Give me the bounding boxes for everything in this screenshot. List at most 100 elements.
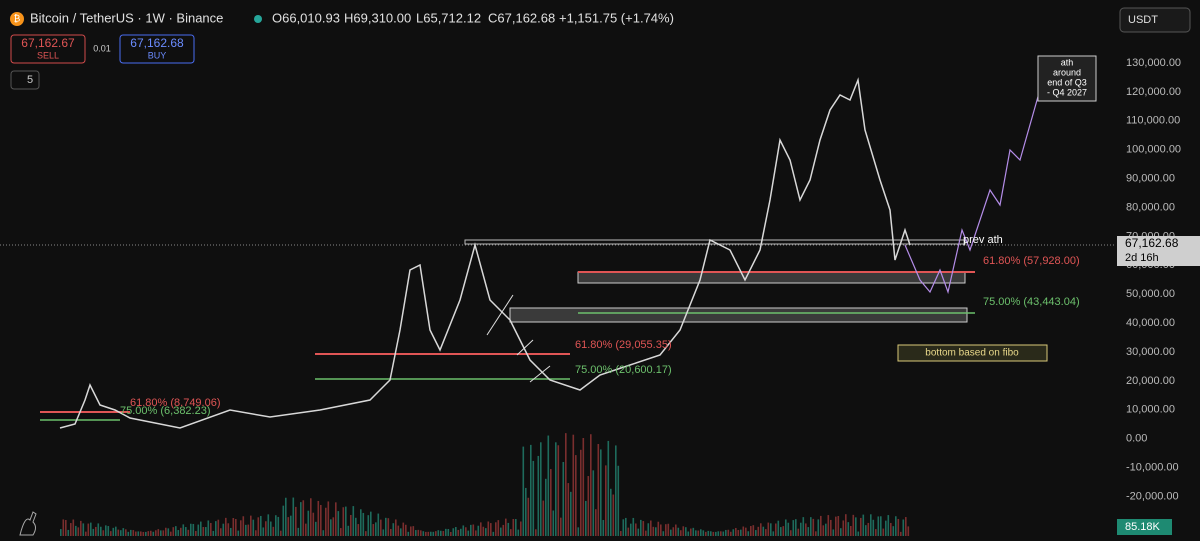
volume-bar <box>585 500 587 536</box>
volume-bar <box>202 526 205 536</box>
volume-bar <box>410 526 412 536</box>
volume-bar <box>895 516 897 536</box>
volume-bar <box>60 529 62 536</box>
volume-bar <box>380 519 382 536</box>
volume-bar <box>762 526 765 536</box>
volume-bar <box>75 525 77 536</box>
volume-bar <box>825 523 827 536</box>
volume-bar <box>322 530 325 536</box>
volume-bar <box>540 442 542 536</box>
volume-bar <box>427 531 430 536</box>
fib-zone <box>577 271 966 284</box>
volume-bar <box>375 522 377 536</box>
volume-bar <box>340 528 342 536</box>
volume-bar <box>255 530 257 536</box>
volume-bar <box>457 529 460 536</box>
volume-bar <box>182 524 185 536</box>
volume-bar <box>352 506 355 536</box>
symbol[interactable]: Bitcoin / TetherUS · 1W · Binance <box>30 10 223 25</box>
volume-bar <box>817 519 820 536</box>
volume-bar <box>595 509 597 536</box>
status-dot <box>254 15 262 23</box>
volume-bar <box>535 529 537 536</box>
axis-label: 130,000.00 <box>1126 57 1181 69</box>
sell-button[interactable] <box>10 34 86 64</box>
volume-bar <box>612 494 615 536</box>
volume-bar <box>335 502 337 536</box>
volume-bar <box>607 440 610 536</box>
indicators-toggle[interactable] <box>10 70 40 90</box>
volume-bar <box>117 529 120 536</box>
axis-label: 100,000.00 <box>1126 144 1181 156</box>
volume-bar <box>87 523 90 536</box>
volume-bar <box>815 531 817 536</box>
buy-price: 67,162.68 <box>130 36 184 50</box>
volume-bar <box>797 528 800 536</box>
note-line: around <box>1053 67 1081 77</box>
volume-bar <box>312 512 315 536</box>
volume-bar <box>837 515 840 536</box>
volume-bar <box>452 528 455 536</box>
volume-bar <box>285 497 287 536</box>
volume-bar <box>732 529 735 536</box>
volume-bar <box>140 531 142 536</box>
buy-button[interactable] <box>119 34 195 64</box>
volume-bar <box>645 530 647 536</box>
volume-bar <box>162 530 165 536</box>
volume-bar <box>542 500 545 536</box>
volume-bar <box>635 523 637 536</box>
volume-bar <box>297 527 300 536</box>
axis-label: -20,000.00 <box>1126 490 1179 502</box>
trend-mark <box>516 339 534 356</box>
volume-bar <box>372 524 375 536</box>
annotation: 61.80% (8,749.06) <box>130 397 221 409</box>
volume-bar <box>487 521 490 536</box>
volume-bar <box>417 529 420 536</box>
volume-bar <box>757 526 760 536</box>
volume-bar <box>620 531 622 536</box>
volume-bar <box>512 519 515 536</box>
volume-bar <box>287 517 290 536</box>
volume-bar <box>522 446 525 536</box>
volume-bar <box>490 523 492 536</box>
volume-bar <box>67 529 70 536</box>
volume-bar <box>525 487 527 536</box>
axis-label: 90,000.00 <box>1126 173 1175 185</box>
volume-bar <box>765 529 767 536</box>
volume-bar <box>660 524 662 536</box>
volume-bar <box>677 527 680 536</box>
volume-bar <box>562 462 565 536</box>
volume-bar <box>495 522 497 536</box>
volume-bar <box>147 531 150 536</box>
volume-bar <box>252 519 255 536</box>
volume-bar <box>795 519 797 536</box>
note-box <box>897 344 1048 362</box>
volume-bar <box>150 530 152 536</box>
volume-bar <box>152 531 155 536</box>
volume-bar <box>615 445 617 536</box>
volume-bar <box>880 516 882 536</box>
volume-bar <box>665 524 667 536</box>
volume-bar <box>160 530 162 536</box>
volume-bar <box>687 531 690 536</box>
volume-bar <box>172 527 175 536</box>
volume-bar <box>560 517 562 536</box>
volume-bar <box>515 519 517 536</box>
sell-label: SELL <box>37 50 59 60</box>
volume-bar <box>670 529 672 536</box>
volume-bar <box>870 514 872 536</box>
volume-bar <box>510 529 512 536</box>
volume-bar <box>445 528 447 536</box>
currency-select[interactable] <box>1119 7 1191 33</box>
axis-label: 0.00 <box>1126 433 1147 445</box>
volume-bar <box>175 526 177 536</box>
volume-bar <box>907 526 910 536</box>
volume-bar <box>325 507 327 536</box>
volume-bar <box>892 526 895 536</box>
volume-bar <box>265 521 267 536</box>
volume-bar <box>355 517 357 536</box>
volume-bar <box>672 527 675 536</box>
volume-bar <box>832 529 835 536</box>
volume-bar <box>142 531 145 536</box>
